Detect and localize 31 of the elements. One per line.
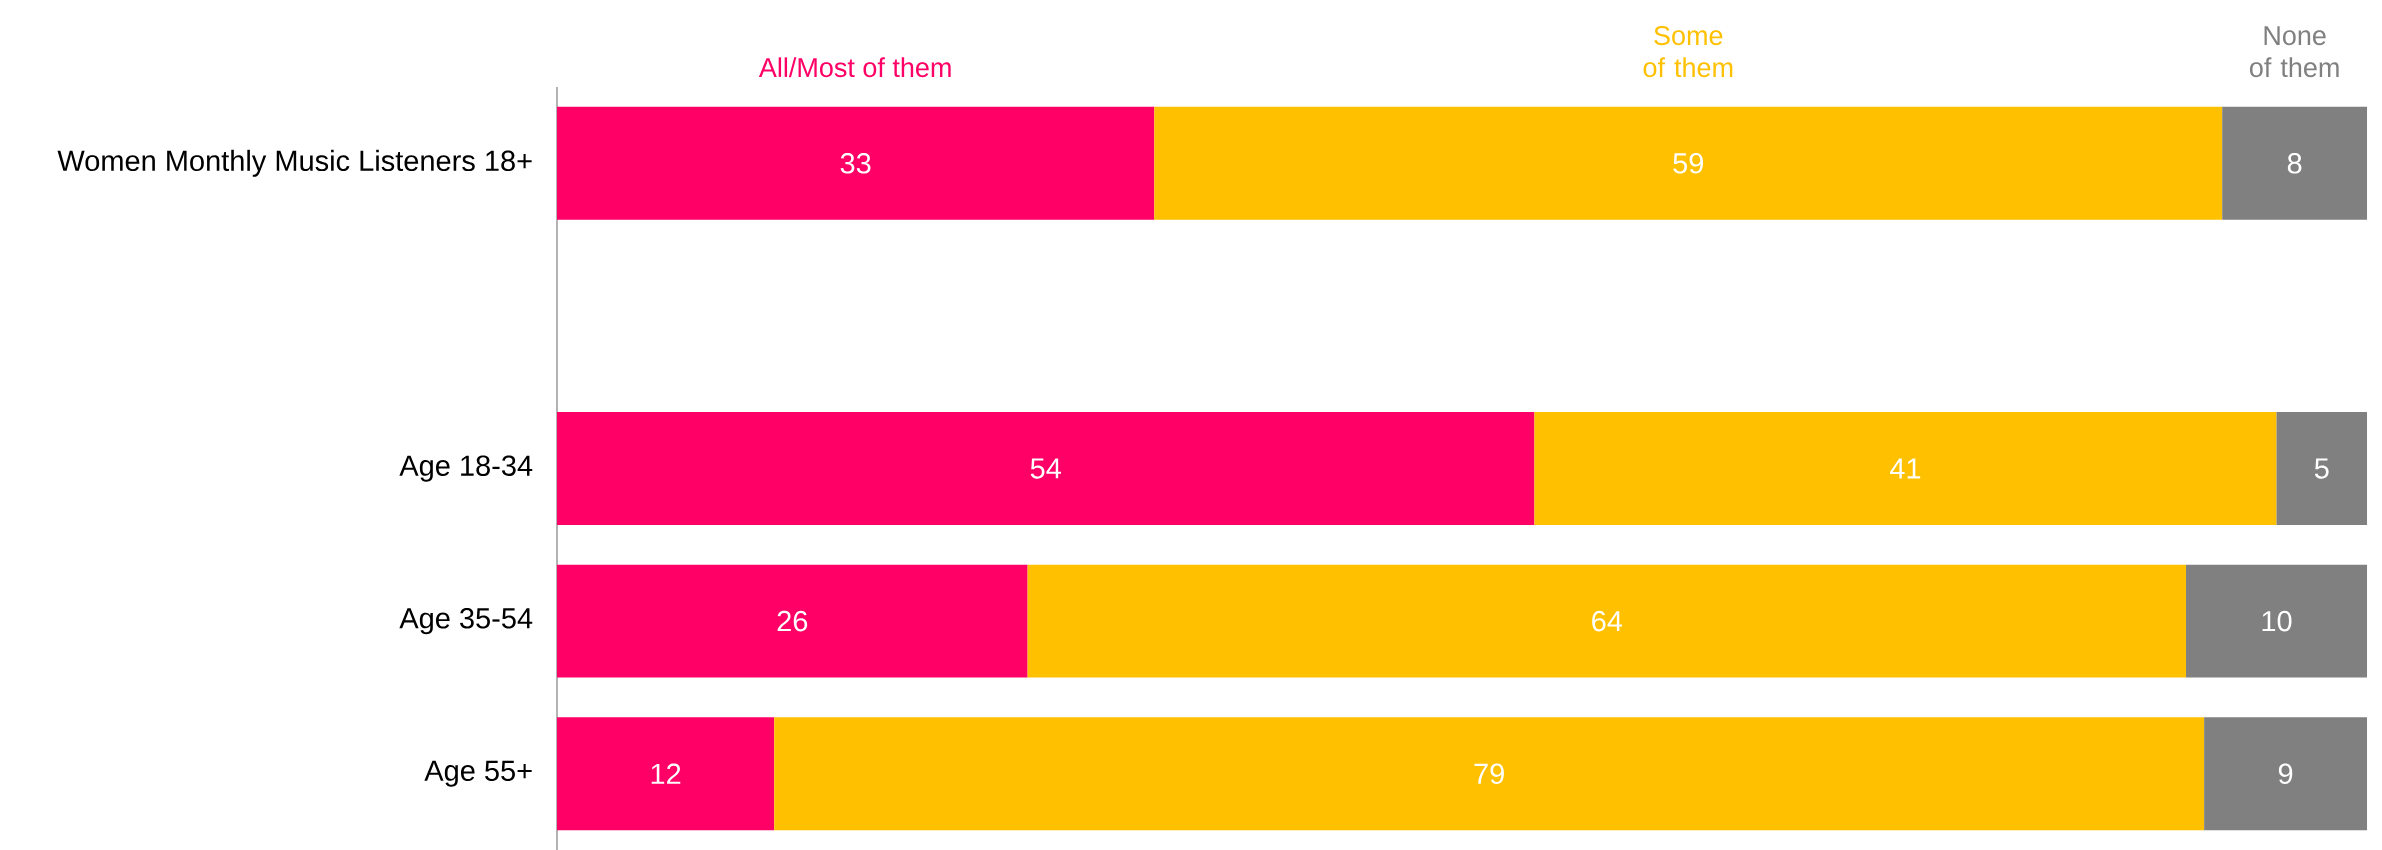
data-label: 41: [1890, 458, 1921, 479]
bar: [557, 717, 775, 830]
series-label: None of them: [2249, 26, 2339, 77]
data-label: 12: [651, 763, 681, 784]
bar: [557, 411, 1535, 525]
data-label: 79: [1474, 763, 1504, 784]
data-label: 59: [1673, 152, 1704, 174]
y-tick-label: Age 55+: [424, 760, 532, 787]
data-label: 54: [1030, 458, 1061, 479]
data-label: 5: [2314, 458, 2329, 479]
y-tick-label: Age 18-34: [399, 455, 533, 482]
data-label: 33: [840, 152, 871, 174]
data-label: 26: [777, 610, 808, 632]
bar: [774, 717, 2205, 830]
bar: [2276, 411, 2368, 525]
bar: [1027, 564, 2187, 678]
bar: [557, 564, 1028, 678]
bar: [557, 106, 1155, 220]
bar: [2186, 564, 2368, 678]
data-label: 9: [2278, 763, 2293, 784]
data-label: 10: [2262, 610, 2292, 632]
bar: [1534, 411, 2277, 525]
bar: [2222, 106, 2368, 220]
data-label: 64: [1592, 610, 1623, 632]
series-label: Some of them: [1643, 25, 1733, 77]
bar: [2204, 717, 2368, 830]
y-tick-label: Women Monthly Music Listeners 18+: [57, 149, 532, 177]
bar: [1154, 106, 2223, 220]
y-tick-label: Age 35-54: [399, 607, 533, 634]
data-label: 8: [2287, 152, 2302, 174]
series-label: All/Most of them: [758, 57, 951, 77]
